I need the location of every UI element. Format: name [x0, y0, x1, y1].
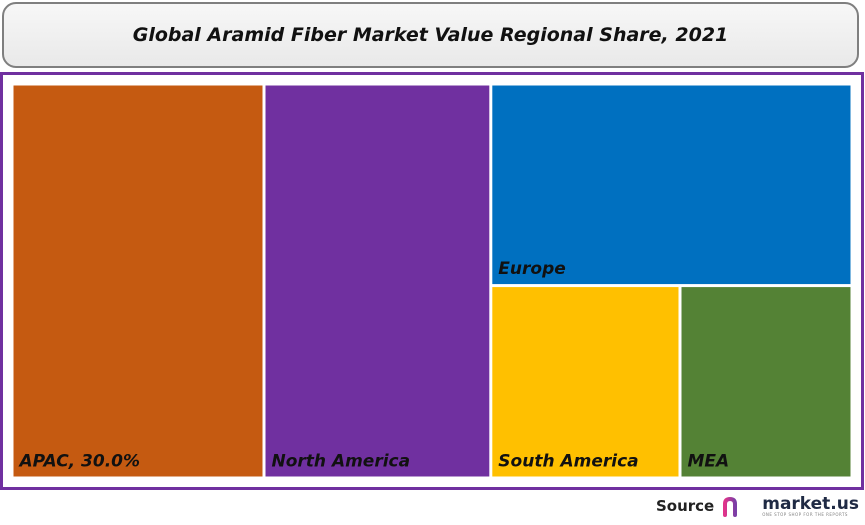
tile-label-north-america: North America: [272, 452, 411, 472]
source-row: Source market.us ONE STOP SHOP FOR THE R…: [656, 492, 859, 520]
chart-frame: APAC, 30.0% North America Europe South Amer…: [0, 72, 864, 490]
market-us-logo-icon: [723, 495, 752, 517]
brand-name: market.us: [762, 493, 859, 514]
brand-tagline: ONE STOP SHOP FOR THE REPORTS: [762, 511, 848, 517]
brand-logo: market.us ONE STOP SHOP FOR THE REPORTS: [722, 495, 859, 517]
tile-label-apac: APAC, 30.0%: [18, 452, 141, 472]
tile-label-mea: MEA: [688, 452, 730, 472]
chart-title-box: Global Aramid Fiber Market Value Regiona…: [2, 2, 859, 68]
treemap-chart: APAC, 30.0% North America Europe South Amer…: [13, 85, 851, 477]
tile-label-south-america: South America: [498, 452, 638, 472]
tile-apac: [13, 85, 263, 477]
tile-europe: [492, 85, 851, 285]
tile-mea: [681, 287, 851, 477]
tile-label-europe: Europe: [498, 259, 565, 279]
source-label: Source: [655, 497, 715, 515]
tile-south-america: [492, 287, 679, 477]
chart-title: Global Aramid Fiber Market Value Regiona…: [132, 24, 729, 46]
tile-north-america: [265, 85, 490, 477]
